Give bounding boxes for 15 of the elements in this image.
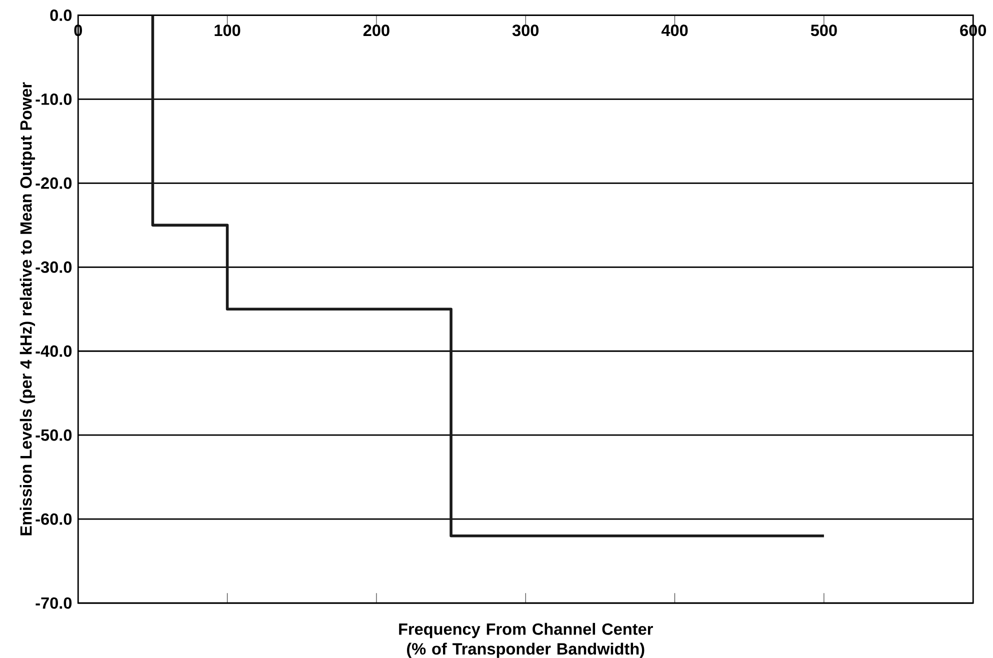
y-tick-label: -70.0: [36, 597, 72, 609]
x-tick-label: 500: [810, 24, 837, 36]
y-tick-label: -50.0: [36, 429, 72, 441]
x-tick-label: 400: [661, 24, 688, 36]
x-tick-label: 100: [214, 24, 240, 36]
x-tick-label: 200: [363, 24, 390, 36]
y-axis-title: Emission Levels (per 4 kHz) relative to Mean Output Power: [20, 82, 36, 536]
y-tick-label: -20.0: [36, 177, 72, 189]
y-tick-label: -60.0: [36, 513, 72, 525]
y-tick-label: -30.0: [36, 261, 72, 273]
y-tick-label: 0.0: [50, 9, 72, 21]
x-tick-label: 300: [512, 24, 539, 36]
y-tick-label: -40.0: [36, 345, 72, 357]
x-axis-title: Frequency From Channel Center (% of Transponder Bandwidth): [399, 622, 653, 658]
y-tick-label: -10.0: [36, 93, 72, 105]
